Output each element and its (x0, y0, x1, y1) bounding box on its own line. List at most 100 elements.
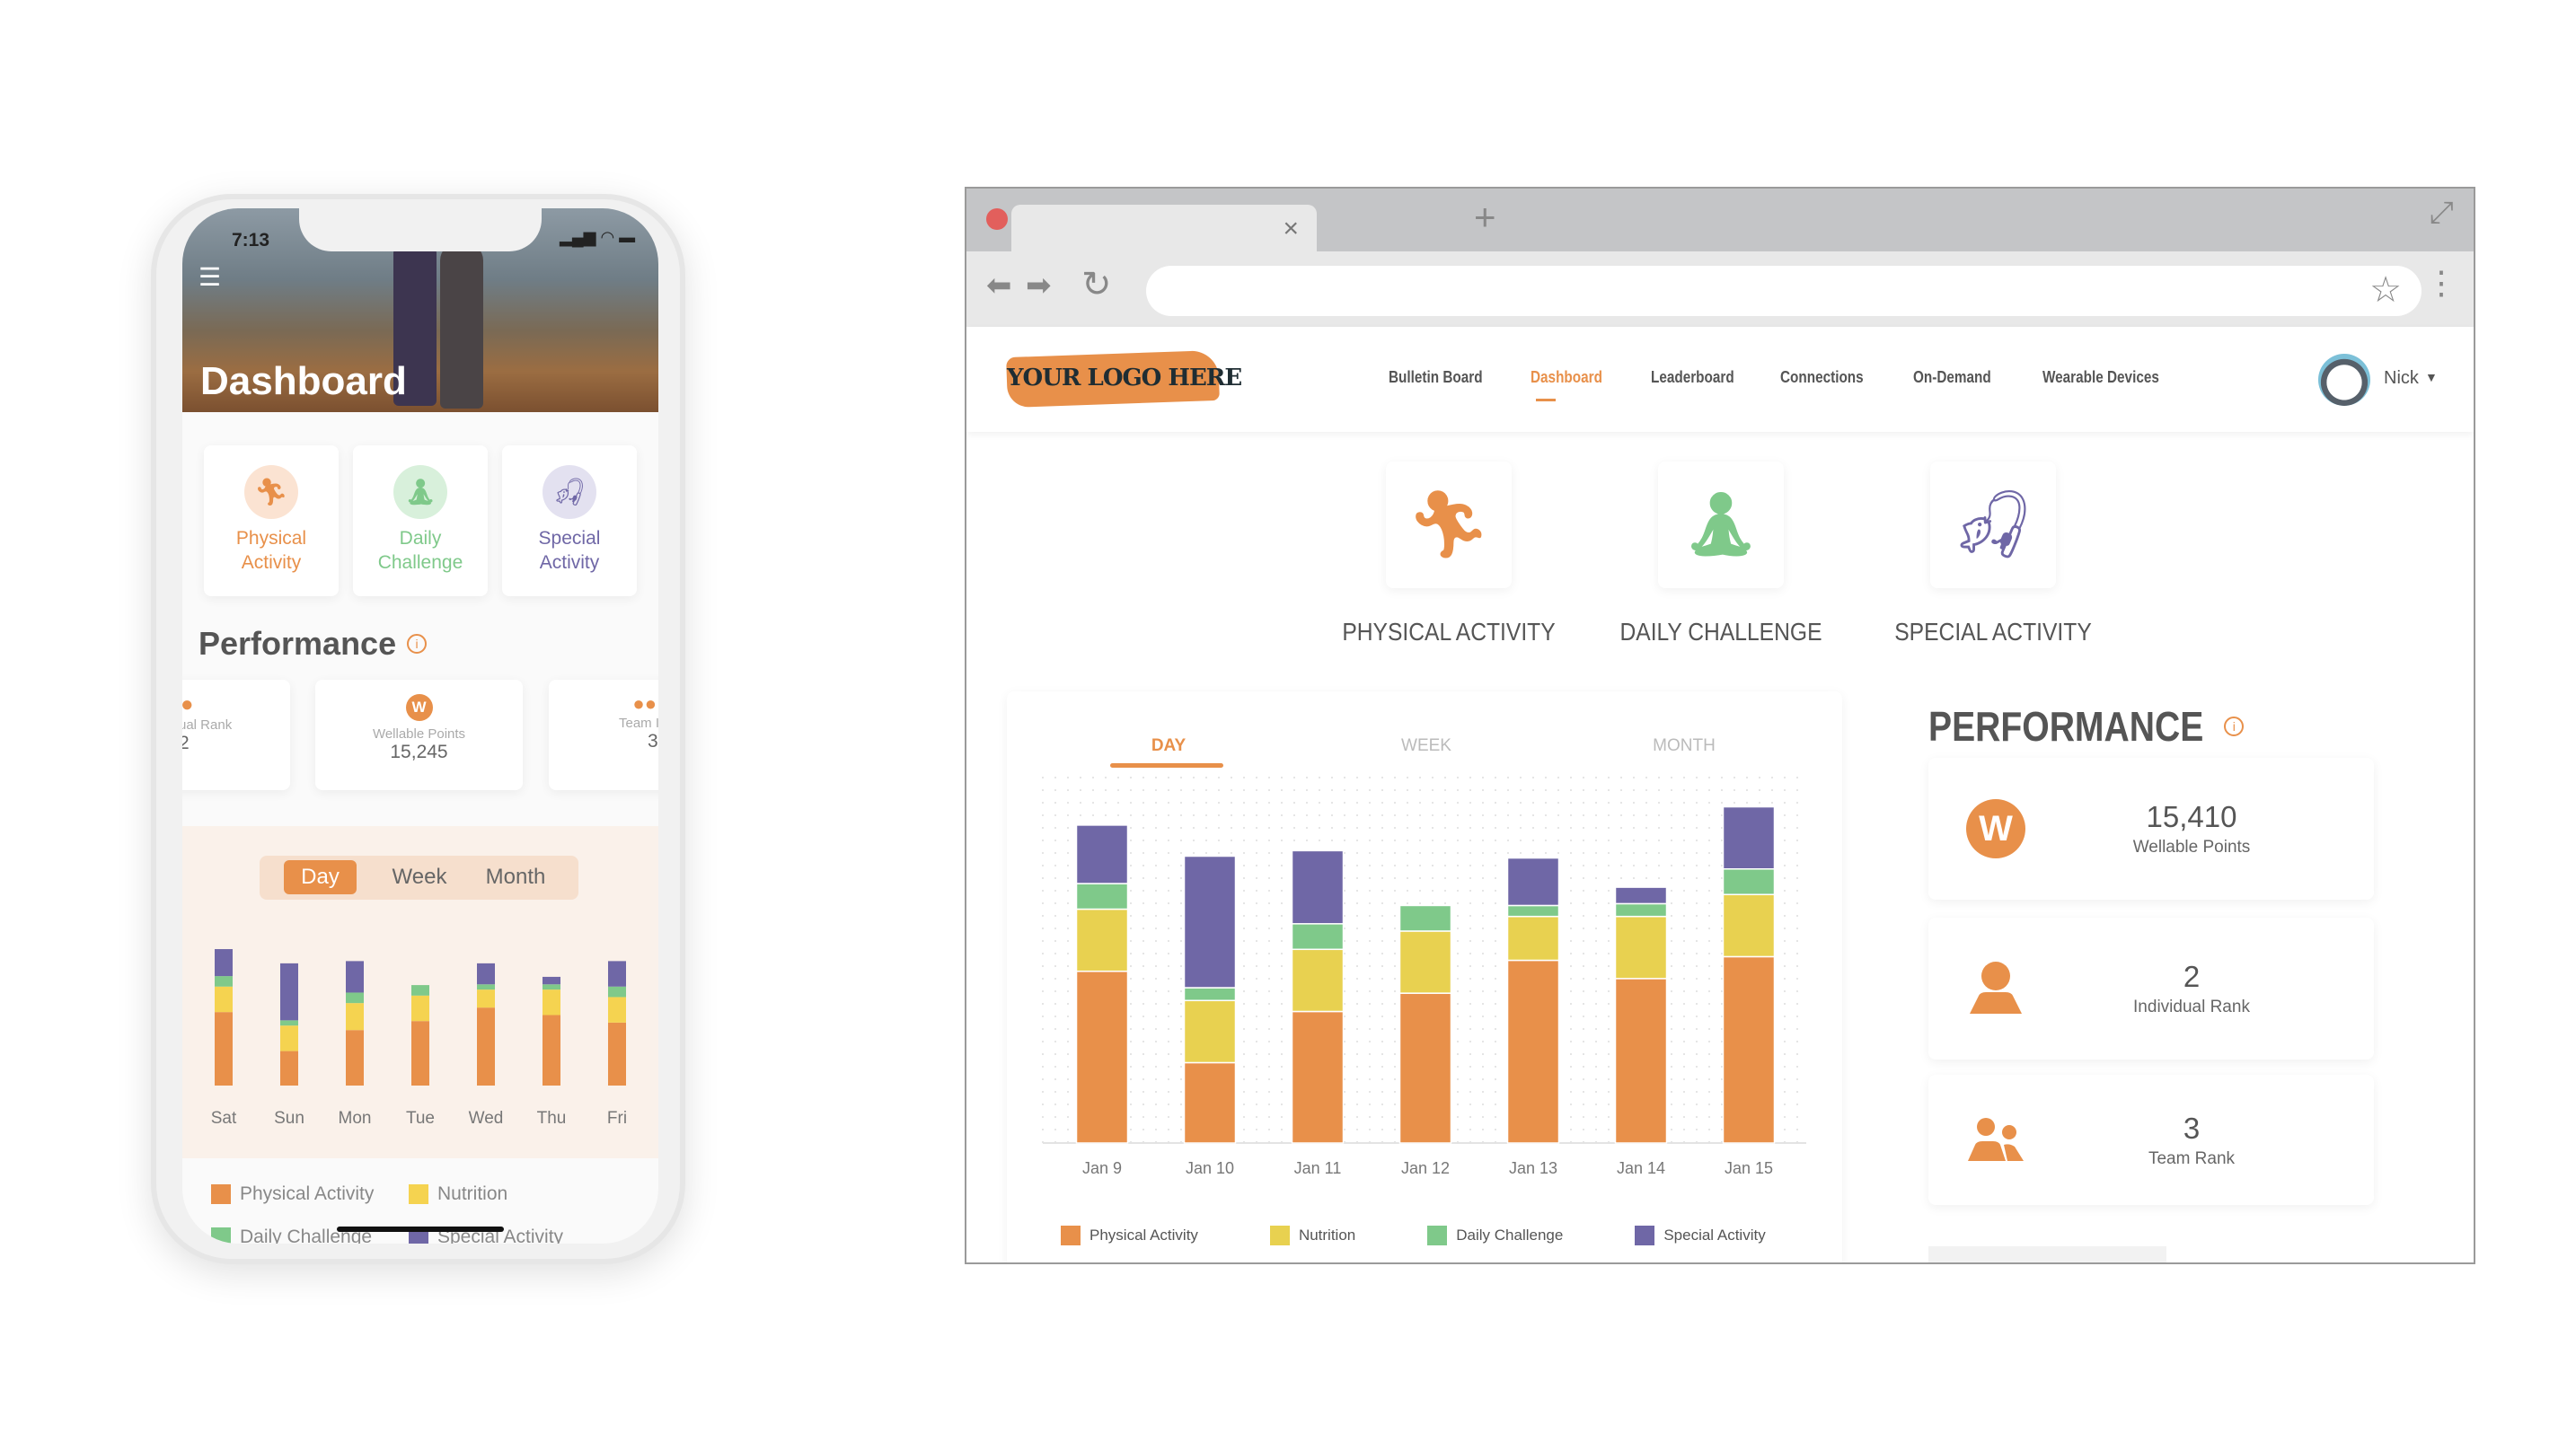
browser-menu-icon[interactable]: ⋮ (2425, 264, 2457, 301)
chart-tab-week[interactable]: WEEK (1401, 736, 1451, 755)
avatar[interactable] (2318, 354, 2370, 406)
grid-dot (1608, 1116, 1610, 1118)
category-physical-activity[interactable]: 🏃︎ (1386, 462, 1512, 588)
nav-on-demand[interactable]: On-Demand (1913, 368, 1991, 386)
grid-dot (1042, 1066, 1044, 1068)
grid-dot (1708, 1104, 1710, 1105)
grid-dot (1645, 777, 1647, 778)
nav-leaderboard[interactable]: Leaderboard (1651, 368, 1734, 386)
grid-dot (1130, 777, 1132, 778)
grid-dot (1608, 1028, 1610, 1030)
logo[interactable]: YOUR LOGO HERE (1007, 365, 1242, 391)
grid-dot (1168, 1003, 1169, 1005)
chart-tab-day[interactable]: DAY (1151, 736, 1187, 755)
caret-down-icon[interactable]: ▼ (2425, 370, 2438, 384)
toggle-day[interactable]: Day (284, 860, 357, 894)
grid-dot (1407, 802, 1408, 804)
category-physical-activity[interactable]: 🏃︎ Physical Activity (204, 445, 339, 596)
grid-dot (1645, 852, 1647, 854)
category-special-activity[interactable]: 🎣︎ Special Activity (502, 445, 637, 596)
close-tab-icon[interactable]: × (1283, 214, 1299, 243)
grid-dot (1243, 827, 1245, 829)
reload-icon[interactable]: ↻ (1081, 265, 1112, 304)
info-icon[interactable]: i (2224, 717, 2245, 736)
grid-dot (1608, 840, 1610, 841)
grid-dot (1469, 915, 1471, 917)
grid-dot (1130, 1066, 1132, 1068)
grid-dot (1155, 789, 1157, 791)
category-daily-challenge[interactable]: 🧘︎ (1658, 462, 1784, 588)
grid-dot (1595, 877, 1597, 879)
nav-wearable-devices[interactable]: Wearable Devices (2042, 368, 2159, 386)
grid-dot (1608, 890, 1610, 892)
forward-icon[interactable]: ➡ (1026, 268, 1052, 303)
grid-dot (1130, 1091, 1132, 1093)
bar-segment (543, 976, 560, 985)
grid-dot (1054, 940, 1056, 942)
new-tab-icon[interactable]: + (1474, 196, 1496, 238)
grid-dot (1734, 789, 1735, 791)
category-special-activity[interactable]: 🎣︎ (1930, 462, 2056, 588)
grid-dot (1180, 802, 1182, 804)
browser-tab[interactable]: × (1011, 205, 1317, 254)
grid-dot (1457, 965, 1459, 967)
toggle-month[interactable]: Month (485, 865, 546, 889)
grid-dot (1281, 1028, 1283, 1030)
grid-dot (1205, 827, 1207, 829)
nav-dashboard[interactable]: Dashboard (1531, 368, 1602, 386)
back-icon[interactable]: ⬅ (986, 268, 1012, 303)
grid-dot (1142, 1066, 1144, 1068)
grid-dot (1394, 1078, 1396, 1080)
grid-dot (1356, 965, 1358, 967)
grid-dot (1369, 915, 1371, 917)
category-daily-challenge[interactable]: 🧘︎ Daily Challenge (353, 445, 488, 596)
grid-dot (1570, 802, 1572, 804)
grid-dot (1570, 965, 1572, 967)
chart-tab-month[interactable]: MONTH (1653, 736, 1716, 755)
grid-dot (1482, 1129, 1484, 1130)
bar-segment (215, 976, 233, 987)
legend-item: Physical Activity (211, 1183, 409, 1205)
grid-dot (1796, 965, 1798, 967)
grid-dot (1105, 814, 1107, 816)
bar-segment (543, 984, 560, 990)
grid-dot (1469, 789, 1471, 791)
grid-dot (1495, 890, 1496, 892)
grid-dot (1369, 1003, 1371, 1005)
grid-dot (1796, 915, 1798, 917)
grid-dot (1583, 890, 1584, 892)
toggle-week[interactable]: Week (392, 865, 447, 889)
grid-dot (1671, 915, 1672, 917)
grid-dot (1054, 890, 1056, 892)
grid-dot (1721, 827, 1723, 829)
grid-dot (1394, 1091, 1396, 1093)
grid-dot (1469, 852, 1471, 854)
grid-dot (1344, 1104, 1345, 1105)
nav-bulletin-board[interactable]: Bulletin Board (1389, 368, 1483, 386)
fullscreen-icon[interactable]: ⤢ (2429, 196, 2454, 230)
info-icon[interactable]: i (407, 634, 428, 654)
grid-dot (1381, 990, 1383, 992)
grid-dot (1633, 827, 1635, 829)
grid-dot (1595, 953, 1597, 954)
hamburger-menu-icon[interactable]: ☰ (198, 263, 222, 291)
grid-dot (1356, 902, 1358, 904)
grid-dot (1130, 940, 1132, 942)
close-window-button[interactable] (986, 208, 1008, 230)
bar-segment (1722, 893, 1776, 958)
address-bar[interactable]: ☆ (1146, 266, 2422, 316)
grid-dot (1507, 827, 1509, 829)
bookmark-star-icon[interactable]: ☆ (2369, 270, 2402, 310)
grid-dot (1394, 990, 1396, 992)
grid-dot (1570, 890, 1572, 892)
nav-connections[interactable]: Connections (1780, 368, 1864, 386)
grid-dot (1268, 1104, 1270, 1105)
user-name[interactable]: Nick (2384, 368, 2419, 388)
grid-dot (1092, 802, 1094, 804)
grid-dot (1344, 1066, 1345, 1068)
grid-dot (1180, 890, 1182, 892)
grid-dot (1784, 940, 1786, 942)
grid-dot (1256, 814, 1257, 816)
grid-dot (1696, 978, 1698, 980)
home-indicator[interactable] (337, 1227, 504, 1232)
